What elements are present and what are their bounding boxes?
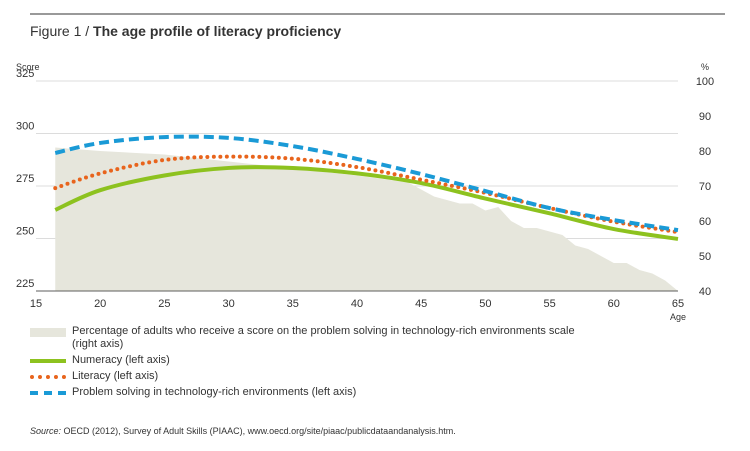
y2-tick-label: 60: [699, 216, 711, 228]
x-tick-label: 25: [158, 298, 170, 310]
legend-label: Literacy (left axis): [72, 370, 159, 382]
x-tick-label: 30: [222, 298, 234, 310]
legend-entry: Literacy (left axis): [30, 370, 592, 383]
x-tick-label: 20: [94, 298, 106, 310]
legend-label: Problem solving in technology-rich envir…: [72, 386, 357, 398]
x-tick-label: 45: [415, 298, 427, 310]
plot: 225 250 275 300 325 40 50 60 70 80 90 100 15 20 25 30 35…: [16, 68, 714, 310]
y-tick-label: 250: [16, 226, 34, 238]
y2-tick-label: 100: [696, 76, 714, 88]
y-tick-label: 325: [16, 68, 34, 80]
y2-tick-label: 90: [699, 111, 711, 123]
y2-tick-label: 70: [699, 181, 711, 193]
figure-label: Figure 1 /: [30, 23, 89, 39]
x-tick-label: 40: [351, 298, 363, 310]
legend-swatch: [30, 359, 66, 363]
y2-tick-label: 40: [699, 286, 711, 298]
title: Figure 1 / The age profile of literacy p…: [30, 23, 341, 39]
x-tick-label: 55: [543, 298, 555, 310]
line: [54, 134, 679, 233]
chart-title: The age profile of literacy proficiency: [93, 23, 341, 39]
legend-swatch: [30, 391, 66, 395]
source-label: Source:: [30, 426, 62, 436]
legend-entry: Numeracy (left axis): [30, 354, 592, 367]
x-tick-label: 15: [30, 298, 42, 310]
legend-entry: Problem solving in technology-rich envir…: [30, 386, 592, 399]
legend-swatch: [30, 328, 66, 337]
legend-swatch: [30, 375, 66, 379]
y2-tick-label: 50: [699, 251, 711, 263]
y-axis-label: Score: [16, 62, 40, 72]
line: [54, 165, 679, 241]
area: [55, 147, 678, 291]
y-tick-label: 275: [16, 173, 34, 185]
y-tick-label: 300: [16, 121, 34, 133]
legend-entry: Percentage of adults who receive a score…: [30, 325, 592, 351]
x-tick-label: 50: [479, 298, 491, 310]
legend-label: Numeracy (left axis): [72, 354, 170, 366]
x-tick-label: 60: [608, 298, 620, 310]
x-axis-label: Age: [670, 312, 686, 322]
source-text: OECD (2012), Survey of Adult Skills (PIA…: [63, 426, 456, 436]
y2-axis-label: %: [701, 62, 709, 72]
y-tick-label: 225: [16, 278, 34, 290]
x-tick-label: 65: [672, 298, 684, 310]
legend-label: Percentage of adults who receive a score…: [72, 325, 575, 350]
x-tick-label: 35: [287, 298, 299, 310]
source: Source: OECD (2012), Survey of Adult Ski…: [30, 426, 456, 436]
legend: Percentage of adults who receive a score…: [30, 325, 592, 402]
line: [53, 154, 680, 235]
y2-tick-label: 80: [699, 146, 711, 158]
